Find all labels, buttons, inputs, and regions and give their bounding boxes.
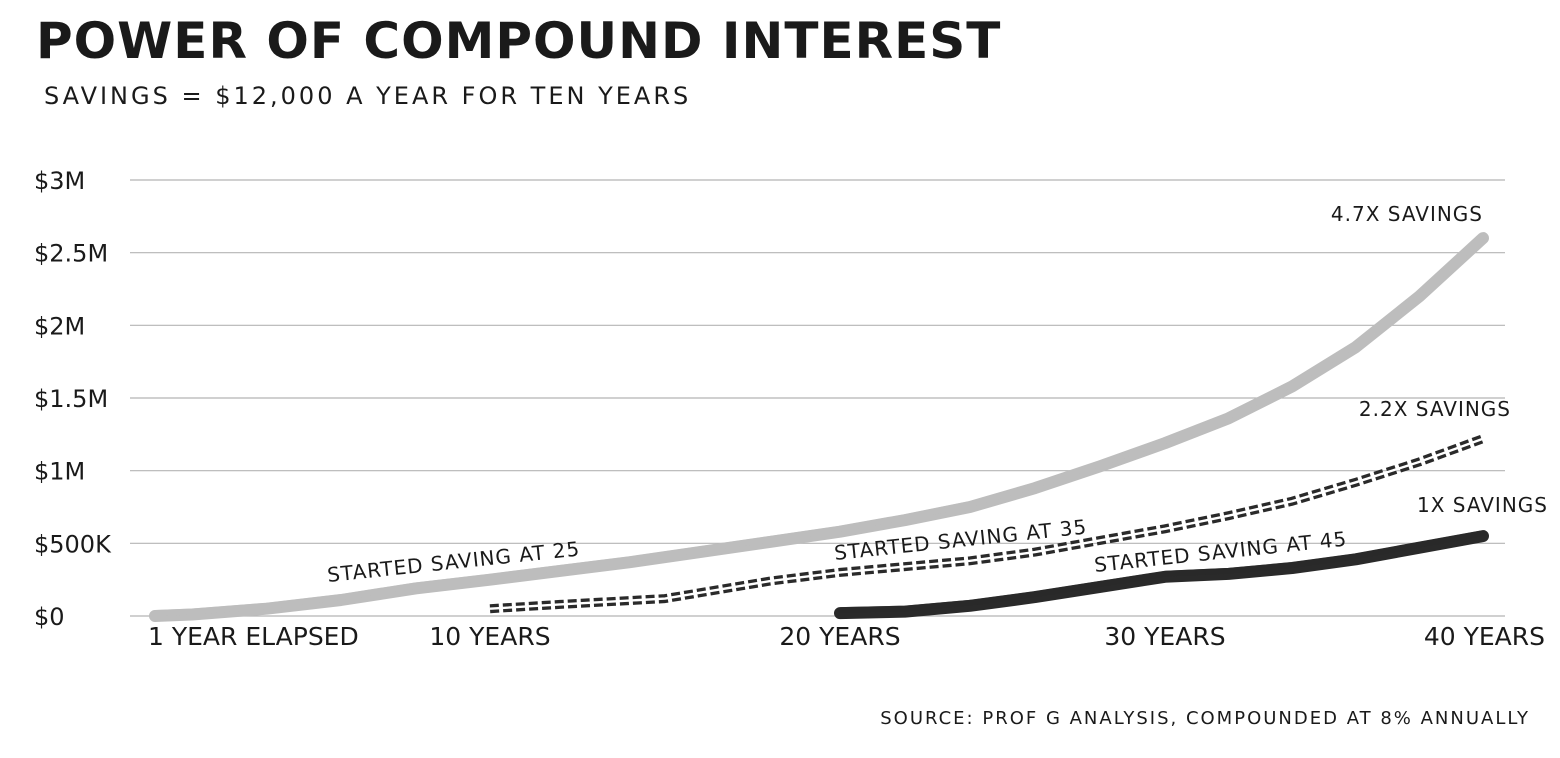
series-end-label-2: 1X SAVINGS bbox=[1417, 493, 1548, 517]
y-tick-label-6: $3M bbox=[34, 167, 85, 195]
annotations: STARTED SAVING AT 25 STARTED SAVING AT 35… bbox=[326, 202, 1548, 587]
x-tick-label-4: 40 YEARS bbox=[1424, 622, 1545, 651]
chart-title: POWER OF COMPOUND INTEREST bbox=[36, 12, 1002, 70]
y-tick-label-2: $1M bbox=[34, 458, 85, 486]
series-end-label-0: 4.7X SAVINGS bbox=[1331, 202, 1483, 226]
y-tick-label-0: $0 bbox=[34, 603, 65, 631]
y-axis-labels: $0 $500K $1M $1.5M $2M $2.5M $3M bbox=[34, 167, 112, 631]
series-line-2-texture bbox=[838, 530, 1487, 614]
y-tick-label-3: $1.5M bbox=[34, 385, 108, 413]
x-tick-label-2: 20 YEARS bbox=[779, 622, 900, 651]
x-tick-label-3: 30 YEARS bbox=[1104, 622, 1225, 651]
y-tick-label-5: $2.5M bbox=[34, 240, 108, 268]
x-axis-labels: 1 YEAR ELAPSED 10 YEARS 20 YEARS 30 YEARS 40… bbox=[148, 622, 1545, 651]
y-tick-label-1: $500K bbox=[34, 530, 112, 558]
source-note: SOURCE: PROF G ANALYSIS, COMPOUNDED AT 8… bbox=[880, 708, 1530, 729]
series-end-label-1: 2.2X SAVINGS bbox=[1359, 397, 1511, 421]
series-line-1-inner bbox=[489, 437, 1484, 610]
series-line-0-texture bbox=[153, 232, 1487, 616]
x-tick-label-0: 1 YEAR ELAPSED bbox=[148, 622, 359, 651]
y-tick-label-4: $2M bbox=[34, 312, 85, 340]
series-line-1 bbox=[489, 434, 1485, 614]
series-lines bbox=[149, 232, 1489, 622]
chart-subtitle: SAVINGS = $12,000 A YEAR FOR TEN YEARS bbox=[44, 82, 692, 110]
x-tick-label-1: 10 YEARS bbox=[429, 622, 550, 651]
